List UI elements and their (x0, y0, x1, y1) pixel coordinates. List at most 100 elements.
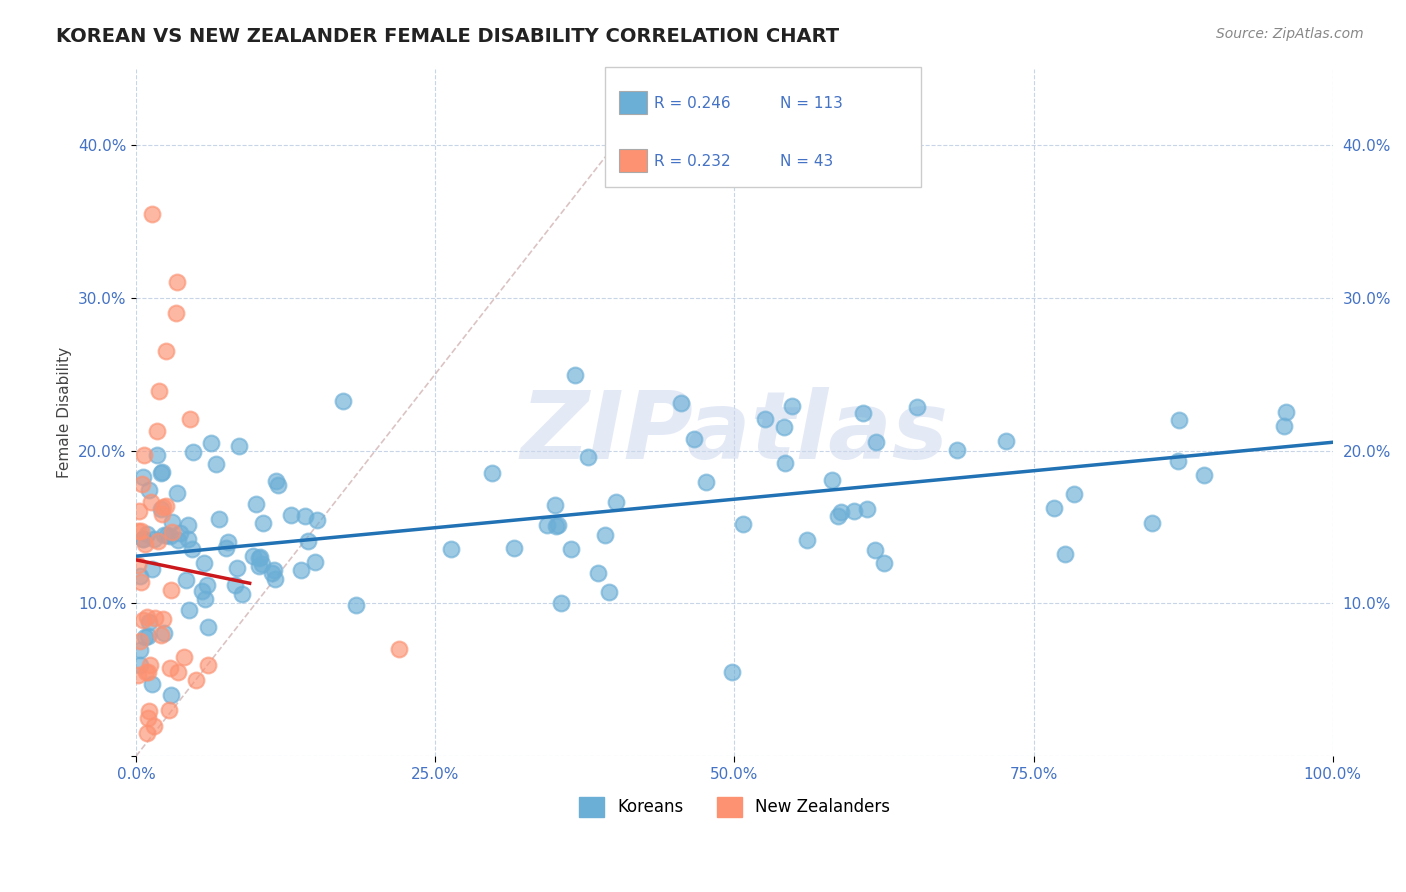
Point (671, 396, 693, 410)
Point (247, 558, 270, 573)
Point (128, 657, 150, 672)
Point (131, 532, 153, 546)
Point (905, 400, 928, 414)
Point (205, 458, 228, 472)
Point (1140, 516, 1163, 530)
Point (215, 541, 238, 555)
Point (821, 474, 844, 488)
Point (1168, 413, 1191, 427)
Point (830, 505, 852, 519)
Point (263, 563, 285, 577)
Text: KOREAN VS NEW ZEALANDER FEMALE DISABILITY CORRELATION CHART: KOREAN VS NEW ZEALANDER FEMALE DISABILIT… (56, 27, 839, 45)
Point (176, 517, 198, 532)
Point (536, 518, 558, 533)
Point (852, 406, 875, 420)
Point (225, 561, 247, 575)
Point (132, 470, 155, 484)
Point (132, 532, 155, 546)
Point (136, 726, 159, 740)
Point (177, 603, 200, 617)
Point (135, 665, 157, 680)
Point (153, 528, 176, 542)
Point (290, 563, 312, 577)
Point (128, 504, 150, 518)
Point (142, 719, 165, 733)
Point (773, 456, 796, 470)
Point (131, 477, 153, 491)
Text: R = 0.246: R = 0.246 (654, 96, 730, 111)
Point (598, 585, 620, 599)
Point (195, 578, 218, 592)
Point (873, 557, 896, 571)
Point (169, 526, 191, 541)
Point (134, 537, 156, 551)
Point (159, 688, 181, 702)
Point (179, 412, 201, 426)
Point (294, 509, 316, 524)
Point (136, 629, 159, 643)
Point (136, 665, 159, 680)
Point (145, 448, 167, 462)
Point (149, 628, 172, 642)
Point (307, 513, 329, 527)
Point (242, 549, 264, 563)
Point (297, 533, 319, 548)
Point (754, 411, 776, 425)
Point (181, 542, 204, 557)
Point (1063, 486, 1085, 500)
Point (827, 509, 849, 524)
Point (139, 495, 162, 509)
Point (1043, 501, 1066, 516)
Point (304, 555, 326, 569)
Point (159, 529, 181, 543)
Point (344, 598, 367, 612)
Point (208, 512, 231, 526)
Point (856, 502, 879, 516)
Point (695, 475, 717, 489)
Point (141, 562, 163, 576)
Point (332, 393, 354, 408)
Point (135, 609, 157, 624)
Point (128, 569, 150, 583)
Point (217, 535, 239, 549)
Point (152, 625, 174, 640)
Point (181, 445, 204, 459)
Point (388, 642, 411, 657)
Point (200, 436, 222, 450)
Point (166, 486, 188, 500)
Point (173, 649, 195, 664)
Point (1272, 418, 1295, 433)
Point (165, 306, 187, 320)
Point (231, 587, 253, 601)
Point (160, 583, 183, 598)
Point (544, 519, 567, 533)
Text: R = 0.232: R = 0.232 (654, 154, 730, 169)
Point (733, 516, 755, 531)
Point (166, 276, 188, 290)
Point (260, 566, 283, 581)
Point (138, 704, 160, 718)
Point (138, 483, 160, 498)
Point (994, 434, 1017, 448)
Point (141, 207, 163, 221)
Point (136, 527, 159, 541)
Point (267, 477, 290, 491)
Point (152, 500, 174, 514)
Point (166, 665, 188, 680)
Point (863, 543, 886, 558)
Point (263, 572, 285, 586)
Point (440, 541, 463, 556)
Point (139, 658, 162, 673)
Point (194, 591, 217, 606)
Point (593, 528, 616, 542)
Point (197, 657, 219, 672)
Point (503, 541, 526, 556)
Point (772, 420, 794, 434)
Text: Source: ZipAtlas.com: Source: ZipAtlas.com (1216, 27, 1364, 41)
Point (150, 465, 173, 479)
Point (780, 399, 803, 413)
Point (128, 643, 150, 657)
Point (865, 435, 887, 450)
Point (1167, 454, 1189, 468)
Point (176, 532, 198, 546)
